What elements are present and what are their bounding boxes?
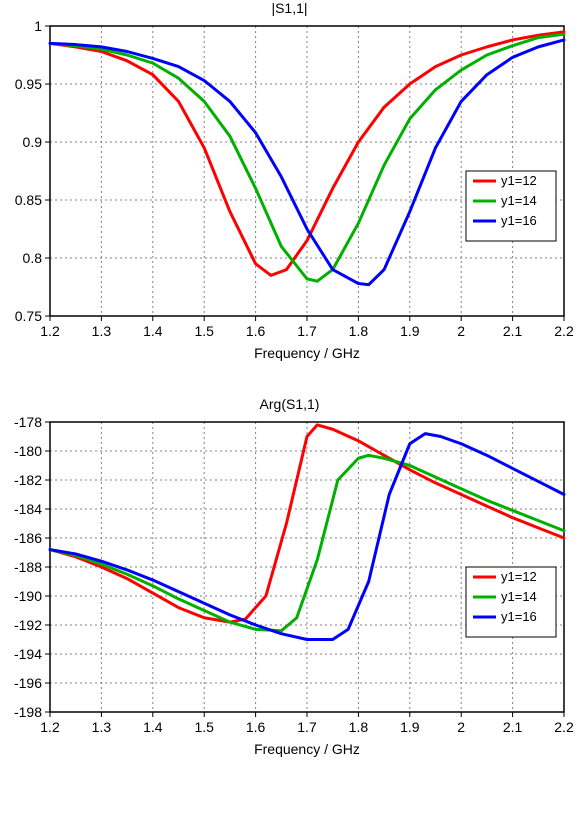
svg-text:2.2: 2.2 xyxy=(554,323,574,339)
svg-text:-182: -182 xyxy=(14,472,42,488)
svg-text:1.2: 1.2 xyxy=(40,323,60,339)
svg-text:y1=12: y1=12 xyxy=(501,173,537,188)
svg-text:0.75: 0.75 xyxy=(15,308,42,324)
svg-text:2.1: 2.1 xyxy=(503,719,523,735)
svg-text:0.8: 0.8 xyxy=(23,250,43,266)
svg-text:Frequency / GHz: Frequency / GHz xyxy=(254,741,360,757)
svg-text:1.8: 1.8 xyxy=(349,719,369,735)
svg-text:1.8: 1.8 xyxy=(349,323,369,339)
svg-text:1.7: 1.7 xyxy=(297,719,317,735)
svg-text:y1=12: y1=12 xyxy=(501,569,537,584)
svg-text:2.2: 2.2 xyxy=(554,719,574,735)
chart1-title: |S1,1| xyxy=(0,0,579,16)
svg-text:2: 2 xyxy=(457,719,465,735)
svg-text:-192: -192 xyxy=(14,617,42,633)
svg-text:-180: -180 xyxy=(14,443,42,459)
svg-text:-198: -198 xyxy=(14,704,42,720)
svg-text:y1=14: y1=14 xyxy=(501,589,537,604)
svg-text:1.3: 1.3 xyxy=(92,719,112,735)
svg-text:-194: -194 xyxy=(14,646,42,662)
chart2-title: Arg(S1,1) xyxy=(0,396,579,412)
svg-text:y1=14: y1=14 xyxy=(501,193,537,208)
svg-text:1.5: 1.5 xyxy=(194,323,214,339)
svg-text:-188: -188 xyxy=(14,559,42,575)
svg-text:1: 1 xyxy=(34,18,42,34)
chart2-svg: 1.2 1.3 1.4 1.5 1.6 1.7 1.8 1.9 2 2.1 2.2 -198 -196 -… xyxy=(0,412,579,767)
svg-text:1.9: 1.9 xyxy=(400,719,420,735)
svg-text:y1=16: y1=16 xyxy=(501,609,537,624)
svg-text:0.85: 0.85 xyxy=(15,192,42,208)
svg-text:1.2: 1.2 xyxy=(40,719,60,735)
svg-text:0.95: 0.95 xyxy=(15,76,42,92)
svg-text:1.5: 1.5 xyxy=(194,719,214,735)
svg-text:y1=16: y1=16 xyxy=(501,213,537,228)
svg-text:1.4: 1.4 xyxy=(143,323,163,339)
svg-text:1.6: 1.6 xyxy=(246,719,266,735)
svg-text:-196: -196 xyxy=(14,675,42,691)
svg-text:1.6: 1.6 xyxy=(246,323,266,339)
svg-text:-190: -190 xyxy=(14,588,42,604)
svg-text:Frequency / GHz: Frequency / GHz xyxy=(254,345,360,361)
svg-text:1.7: 1.7 xyxy=(297,323,317,339)
chart-s11-phase: Arg(S1,1) 1.2 1.3 1.4 1.5 1.6 1.7 1.8 1.9 2 2.1 2.… xyxy=(0,396,579,767)
svg-text:-186: -186 xyxy=(14,530,42,546)
svg-text:2.1: 2.1 xyxy=(503,323,523,339)
svg-text:2: 2 xyxy=(457,323,465,339)
svg-text:-184: -184 xyxy=(14,501,42,517)
chart1-svg: 1.2 1.3 1.4 1.5 1.6 1.7 1.8 1.9 2 2.1 2.2 0.75 0.8 0.… xyxy=(0,16,579,371)
chart-s11-magnitude: |S1,1| 1.2 1.3 1.4 1.5 1.6 1.7 1.8 1.9 2 2.1 2.2 0.… xyxy=(0,0,579,371)
svg-text:1.3: 1.3 xyxy=(92,323,112,339)
svg-text:0.9: 0.9 xyxy=(23,134,43,150)
svg-text:1.9: 1.9 xyxy=(400,323,420,339)
svg-text:1.4: 1.4 xyxy=(143,719,163,735)
svg-text:-178: -178 xyxy=(14,414,42,430)
